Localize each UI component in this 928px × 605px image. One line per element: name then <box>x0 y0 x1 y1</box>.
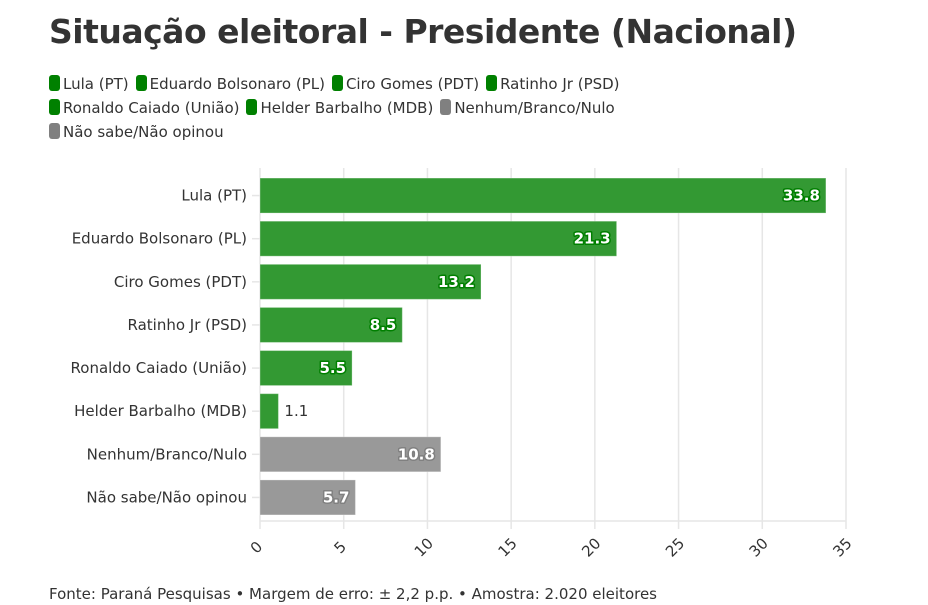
legend-item: Eduardo Bolsonaro (PL) <box>135 72 325 96</box>
x-axis: 0 5 10 15 20 25 30 35 <box>247 534 856 560</box>
x-tick-label: 30 <box>746 534 772 560</box>
x-tick-label: 35 <box>829 534 855 560</box>
legend-item: Não sabe/Não opinou <box>49 120 224 144</box>
legend-label: Helder Barbalho (MDB) <box>260 99 434 117</box>
x-tick-label: 0 <box>247 538 266 557</box>
legend-swatch <box>331 75 343 91</box>
category-labels: Lula (PT) Eduardo Bolsonaro (PL) Ciro Gome… <box>71 187 260 506</box>
value-label: 1.1 <box>284 402 308 420</box>
category-label: Ronaldo Caiado (União) <box>71 359 247 377</box>
legend-label: Nenhum/Branco/Nulo <box>454 99 615 117</box>
value-label: 13.2 <box>438 273 475 291</box>
category-label: Lula (PT) <box>181 187 247 205</box>
legend-item: Helder Barbalho (MDB) <box>246 96 433 120</box>
value-label: 5.7 <box>323 488 350 506</box>
legend-swatch <box>49 99 60 115</box>
value-labels: 33.8 21.3 13.2 8.5 5.5 1.1 10.8 5.7 <box>284 185 821 508</box>
legend-swatch <box>440 99 452 115</box>
legend-swatch <box>135 75 147 91</box>
legend-item: Ciro Gomes (PDT) <box>331 72 480 96</box>
bar <box>259 306 403 343</box>
value-label: 5.5 <box>320 359 347 377</box>
value-label: 8.5 <box>370 316 397 334</box>
x-tick-label: 10 <box>411 534 437 560</box>
source-note: Fonte: Paraná Pesquisas • Margem de erro… <box>49 585 657 603</box>
legend-label: Lula (PT) <box>63 75 129 93</box>
legend-label: Ratinho Jr (PSD) <box>500 75 620 93</box>
legend-item: Ratinho Jr (PSD) <box>486 72 620 96</box>
bar <box>259 220 618 257</box>
legend-label: Ronaldo Caiado (União) <box>63 99 240 117</box>
x-tick-label: 20 <box>578 534 604 560</box>
category-label: Não sabe/Não opinou <box>86 488 247 506</box>
legend-label: Não sabe/Não opinou <box>63 123 224 141</box>
category-label: Nenhum/Branco/Nulo <box>87 445 247 463</box>
legend-label: Eduardo Bolsonaro (PL) <box>149 75 325 93</box>
bar <box>259 393 279 430</box>
bar <box>259 436 442 473</box>
legend-swatch <box>49 75 60 91</box>
category-label: Helder Barbalho (MDB) <box>74 402 247 420</box>
legend-item: Ronaldo Caiado (União) <box>49 96 239 120</box>
x-tick-label: 25 <box>662 534 688 560</box>
bar <box>259 263 482 300</box>
category-label: Eduardo Bolsonaro (PL) <box>72 230 247 248</box>
legend-swatch <box>486 75 498 91</box>
bar <box>259 479 356 516</box>
x-tick-label: 5 <box>330 538 349 557</box>
value-label: 10.8 <box>398 445 435 463</box>
legend-item: Nenhum/Branco/Nulo <box>440 96 615 120</box>
bar <box>259 350 353 387</box>
bars <box>259 177 827 516</box>
value-label: 21.3 <box>574 230 611 248</box>
category-label: Ratinho Jr (PSD) <box>128 316 247 334</box>
category-label: Ciro Gomes (PDT) <box>114 273 247 291</box>
legend-label: Ciro Gomes (PDT) <box>345 75 480 93</box>
value-label: 33.8 <box>783 187 820 205</box>
chart-title: Situação eleitoral - Presidente (Naciona… <box>49 12 797 51</box>
legend-swatch <box>49 123 60 139</box>
bar <box>259 177 827 214</box>
x-tick-label: 15 <box>494 534 520 560</box>
legend-item: Lula (PT) <box>49 72 129 96</box>
legend-swatch <box>246 99 258 115</box>
legend: Lula (PT) Eduardo Bolsonaro (PL) Ciro Gome… <box>49 72 749 144</box>
